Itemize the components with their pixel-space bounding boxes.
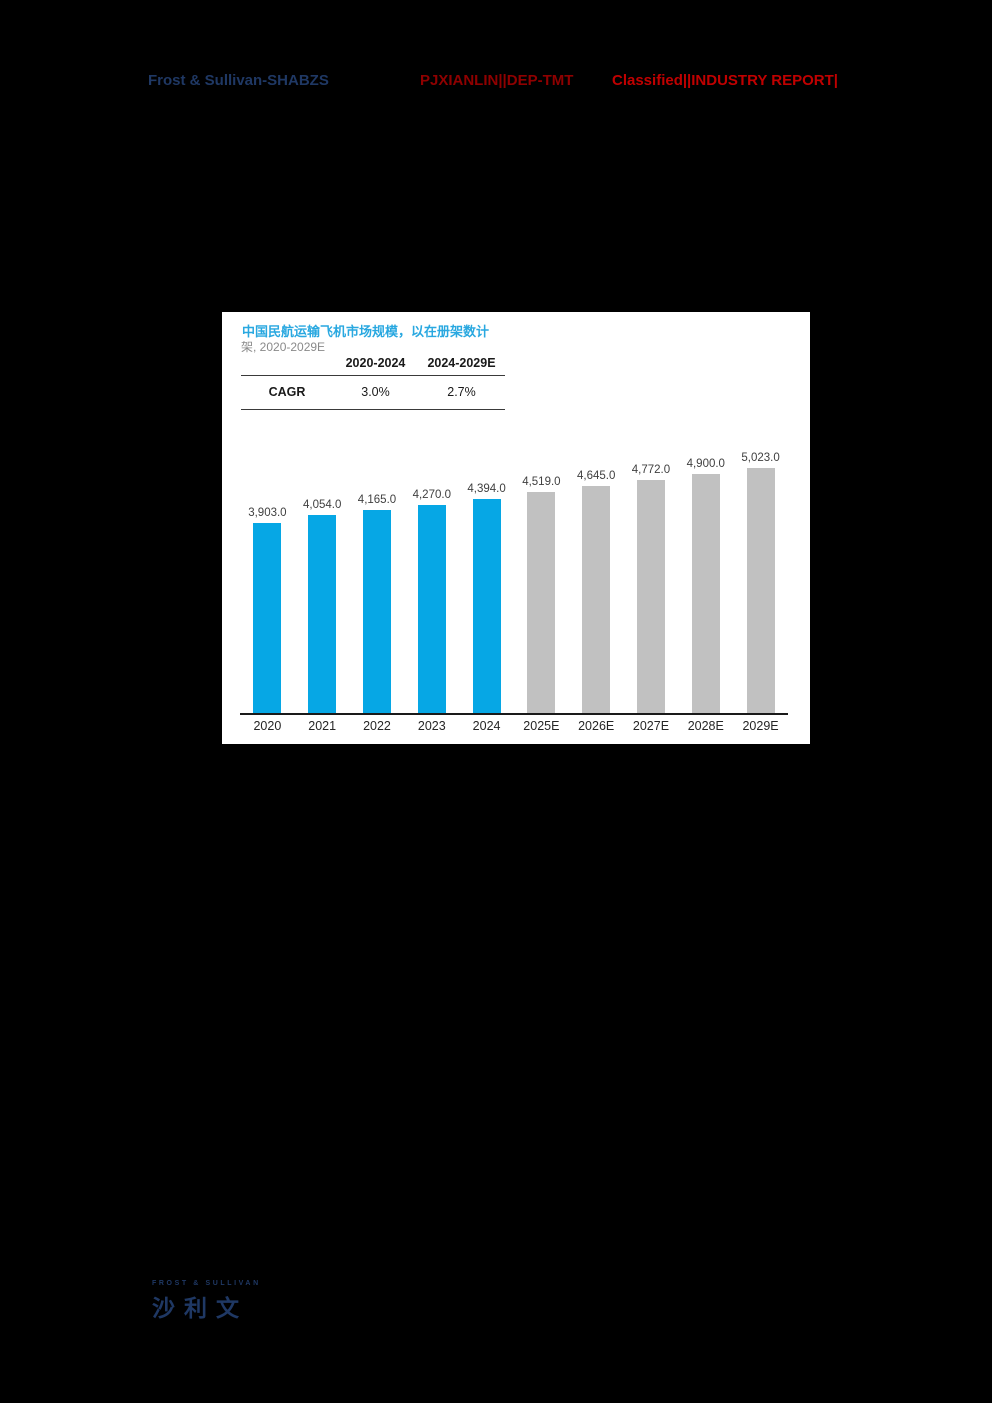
bar: [362, 510, 391, 713]
bar: [582, 486, 611, 713]
x-axis-tick-label: 2029E: [742, 719, 779, 733]
bar: [527, 492, 556, 713]
frost-sullivan-logo: FROST & SULLIVAN 沙利文: [152, 1280, 261, 1323]
header-company-tag: Frost & Sullivan-SHABZS: [148, 72, 329, 89]
bar-value-label: 4,165.0: [357, 494, 397, 506]
cagr-row-label: CAGR: [268, 385, 306, 399]
bar-value-label: 4,772.0: [631, 464, 671, 476]
bar-column: 4,394.0: [459, 483, 514, 713]
bar-column: 4,772.0: [624, 464, 679, 713]
bar: [417, 505, 446, 713]
chart-card: 中国民航运输飞机市场规模，以在册架数计 架, 2020-2029E 2020-2…: [222, 312, 810, 744]
cagr-col1-value: 3.0%: [361, 385, 390, 399]
x-axis-tick-label: 2021: [308, 719, 337, 733]
bar-value-label: 4,394.0: [467, 483, 506, 495]
header-author-dept-tag: PJXIANLIN||DEP-TMT: [420, 72, 574, 89]
x-axis-tick-label: 2027E: [632, 719, 670, 733]
bar-column: 4,270.0: [404, 489, 459, 713]
bar-column: 4,519.0: [514, 476, 569, 713]
bar: [253, 523, 282, 713]
bar-column: 4,645.0: [569, 470, 624, 713]
bar-column: 3,903.0: [240, 507, 295, 713]
logo-wordmark-en: FROST & SULLIVAN: [152, 1280, 261, 1287]
x-axis-tick-label: 2020: [253, 719, 282, 733]
cagr-table-value-row: CAGR 3.0% 2.7%: [241, 376, 505, 410]
x-axis-tick-label: 2026E: [578, 719, 615, 733]
bar-value-label: 4,519.0: [522, 476, 561, 488]
bar-value-label: 4,645.0: [576, 470, 616, 482]
x-axis-tick-label: 2024: [472, 719, 501, 733]
x-axis-labels: 2020 2021 2022 2023 2024 2025E 2026E 2027E 2028E…: [240, 719, 788, 733]
bar: [746, 468, 775, 713]
x-axis-tick-label: 2028E: [687, 719, 724, 733]
cagr-col2-header: 2024-2029E: [427, 356, 496, 370]
bar: [472, 499, 501, 713]
bar-value-label: 5,023.0: [741, 452, 780, 464]
bar-value-label: 4,900.0: [686, 458, 725, 470]
x-axis-tick-label: 2025E: [523, 719, 560, 733]
x-axis-tick-label: 2023: [417, 719, 446, 733]
logo-wordmark-cn: 沙利文: [152, 1295, 248, 1321]
bar: [636, 480, 665, 713]
bar-value-label: 4,270.0: [412, 489, 451, 501]
bar: [691, 474, 720, 713]
header-classification-tag: Classified||INDUSTRY REPORT|: [612, 72, 838, 89]
cagr-corner-cell: [241, 356, 333, 370]
bar-value-label: 4,054.0: [303, 499, 342, 511]
bar-value-label: 3,903.0: [248, 507, 287, 519]
plot-area: 3,903.0 4,054.0 4,165.0 4,270.0 4,394.0 4,519…: [240, 428, 788, 715]
bar-column: 5,023.0: [733, 452, 788, 713]
cagr-table: 2020-2024 2024-2029E CAGR 3.0% 2.7%: [241, 356, 505, 410]
cagr-col2-value: 2.7%: [447, 385, 476, 399]
bar: [308, 515, 337, 713]
cagr-table-header-row: 2020-2024 2024-2029E: [241, 356, 505, 376]
chart-title: 中国民航运输飞机市场规模，以在册架数计: [242, 324, 490, 339]
bar-column: 4,054.0: [295, 499, 350, 713]
bar-column: 4,165.0: [350, 494, 405, 713]
cagr-col1-header: 2020-2024: [345, 356, 406, 370]
chart-subtitle: 架, 2020-2029E: [241, 340, 326, 354]
bar-column: 4,900.0: [678, 458, 733, 713]
x-axis-tick-label: 2022: [363, 719, 391, 733]
